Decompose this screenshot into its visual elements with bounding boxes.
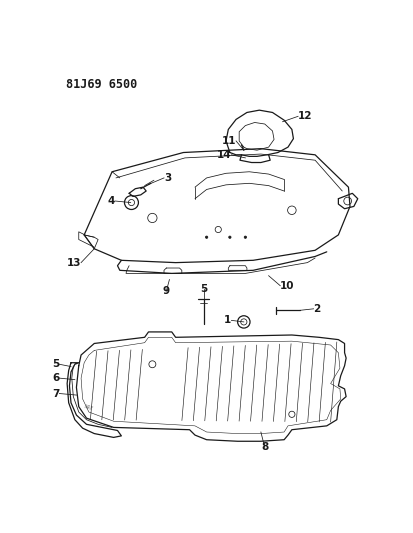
Text: 2: 2 <box>313 304 321 314</box>
Text: 9: 9 <box>163 286 170 296</box>
Text: 7: 7 <box>52 389 59 399</box>
Text: 11: 11 <box>222 136 236 146</box>
Circle shape <box>205 236 208 238</box>
Text: ARF: ARF <box>84 404 95 411</box>
Circle shape <box>244 236 247 238</box>
Text: 8: 8 <box>261 442 268 453</box>
Text: 4: 4 <box>108 196 115 206</box>
Circle shape <box>229 236 231 238</box>
Text: 6: 6 <box>52 373 59 383</box>
Text: 81J69 6500: 81J69 6500 <box>66 78 137 91</box>
Text: 12: 12 <box>298 111 313 122</box>
Text: 13: 13 <box>66 257 81 268</box>
Text: 3: 3 <box>164 173 171 183</box>
Text: 5: 5 <box>200 284 207 294</box>
Text: 14: 14 <box>217 150 231 160</box>
Text: 1: 1 <box>224 316 231 325</box>
Text: 5: 5 <box>52 359 59 369</box>
Text: 10: 10 <box>280 281 295 290</box>
